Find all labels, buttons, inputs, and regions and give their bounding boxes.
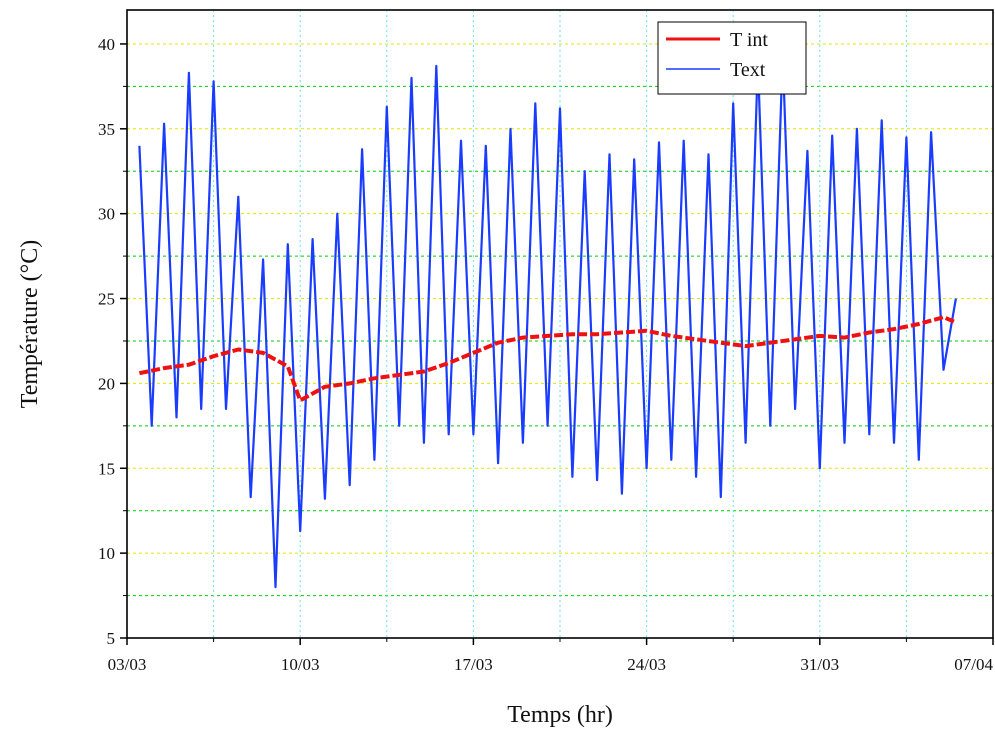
series-line-text bbox=[138, 52, 957, 589]
x-axis-title: Temps (hr) bbox=[507, 702, 613, 728]
axes: 5 10 15 20 25 30 35 40 03/03 10/03 17/03 24/03 31/03… bbox=[98, 35, 994, 674]
y-tick-label: 25 bbox=[98, 290, 115, 309]
y-tick-label: 20 bbox=[98, 374, 115, 393]
series-line-t-int bbox=[138, 315, 957, 403]
legend: T int Text bbox=[657, 21, 807, 95]
y-axis-title: Température (°C) bbox=[17, 240, 43, 409]
y-tick-label: 10 bbox=[98, 544, 115, 563]
x-tick-label: 17/03 bbox=[454, 655, 493, 674]
x-tick-label: 10/03 bbox=[281, 655, 320, 674]
series-lines bbox=[138, 52, 957, 589]
legend-label-text: Text bbox=[730, 59, 766, 81]
y-tick-label: 40 bbox=[98, 35, 115, 54]
y-tick-label: 5 bbox=[107, 629, 116, 648]
x-tick-label: 07/04 bbox=[954, 655, 993, 674]
plot-frame bbox=[126, 9, 994, 639]
y-tick-label: 35 bbox=[98, 120, 115, 139]
legend-label-t-int: T int bbox=[730, 29, 768, 51]
grid-lines bbox=[127, 10, 993, 638]
x-tick-label: 31/03 bbox=[800, 655, 839, 674]
y-tick-label: 30 bbox=[98, 205, 115, 224]
x-tick-label: 03/03 bbox=[108, 655, 147, 674]
y-tick-label: 15 bbox=[98, 459, 115, 478]
x-tick-label: 24/03 bbox=[627, 655, 666, 674]
legend-box bbox=[657, 21, 807, 95]
